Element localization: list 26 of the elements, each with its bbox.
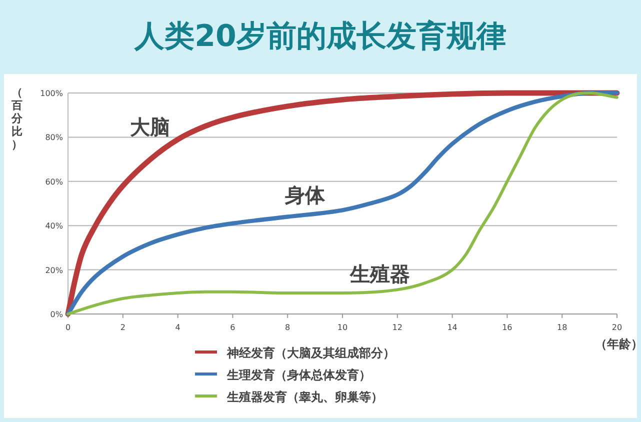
annotation: 身体 <box>284 183 326 207</box>
x-tick-label: 20 <box>612 323 622 332</box>
x-tick-label: 10 <box>337 323 348 332</box>
legend-label: 神经发育（大脑及其组成部分） <box>226 346 395 360</box>
y-tick-label: 0% <box>50 310 64 319</box>
y-tick-label: 80% <box>45 133 64 142</box>
y-tick-label: 60% <box>45 177 64 186</box>
x-tick-label: 0 <box>65 323 71 332</box>
annotation: 生殖器 <box>349 262 410 286</box>
legend-label: 生殖器发育（睾丸、卵巢等） <box>226 390 383 404</box>
x-tick-label: 4 <box>175 323 180 332</box>
x-tick-label: 16 <box>502 323 512 332</box>
chart-title: 人类20岁前的成长发育规律 <box>134 19 506 54</box>
x-axis-title: （年龄） <box>595 337 641 351</box>
legend-label: 生理发育（身体总体发育） <box>226 368 371 382</box>
y-axis-title: （百分比） <box>10 86 24 151</box>
y-tick-label: 20% <box>45 266 64 275</box>
x-tick-label: 14 <box>447 323 458 332</box>
y-tick-label: 40% <box>45 222 64 231</box>
x-tick-label: 18 <box>557 323 568 332</box>
annotation: 大脑 <box>130 115 170 139</box>
y-tick-label: 100% <box>40 89 64 98</box>
x-tick-label: 2 <box>120 323 126 332</box>
x-tick-label: 12 <box>392 323 402 332</box>
x-tick-label: 6 <box>230 323 236 332</box>
x-tick-label: 8 <box>285 323 290 332</box>
